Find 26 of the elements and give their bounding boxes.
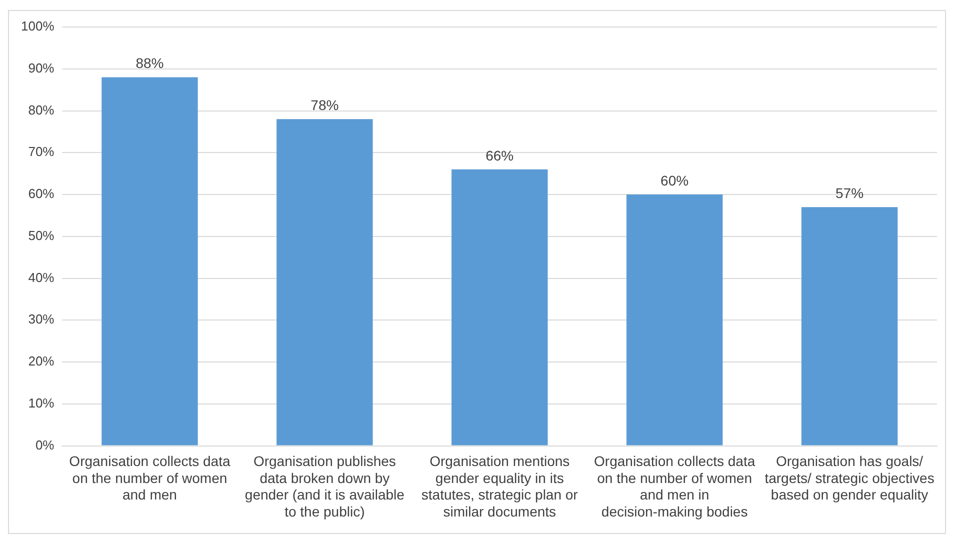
y-tick-label: 50% xyxy=(28,228,55,243)
data-label: 78% xyxy=(310,96,339,113)
x-tick-label: Organisation collects data on the number of women and men in decision-making bodies xyxy=(594,453,756,520)
bar xyxy=(102,77,198,446)
x-tick-label: Organisation publishes data broken down by gender (and it is available to the public) xyxy=(244,453,405,520)
bar xyxy=(626,194,723,446)
bar xyxy=(801,207,898,446)
y-tick-label: 90% xyxy=(28,60,55,76)
y-tick-label: 0% xyxy=(35,437,55,452)
y-tick-label: 30% xyxy=(28,312,55,327)
data-label: 66% xyxy=(486,147,514,164)
y-tick-label: 10% xyxy=(28,396,55,410)
y-tick-label: 70% xyxy=(28,144,55,160)
y-tick-label: 100% xyxy=(21,18,55,34)
x-tick-label: Organisation collects data on the number of women and men xyxy=(69,453,230,503)
y-tick-label: 80% xyxy=(28,102,55,118)
y-tick-label: 60% xyxy=(28,186,55,202)
data-label: 88% xyxy=(136,55,164,72)
y-tick-label: 40% xyxy=(28,270,55,285)
bar xyxy=(452,169,548,446)
bar xyxy=(276,119,373,446)
x-tick-label: Organisation has goals/ targets/ strategic objectives based on gender equality xyxy=(764,453,934,503)
y-tick-label: 20% xyxy=(28,354,55,369)
data-label: 57% xyxy=(836,184,864,201)
x-tick-label: Organisation mentions gender equality in its statutes, strategic plan or similar documents xyxy=(421,453,578,520)
data-label: 60% xyxy=(660,172,689,188)
